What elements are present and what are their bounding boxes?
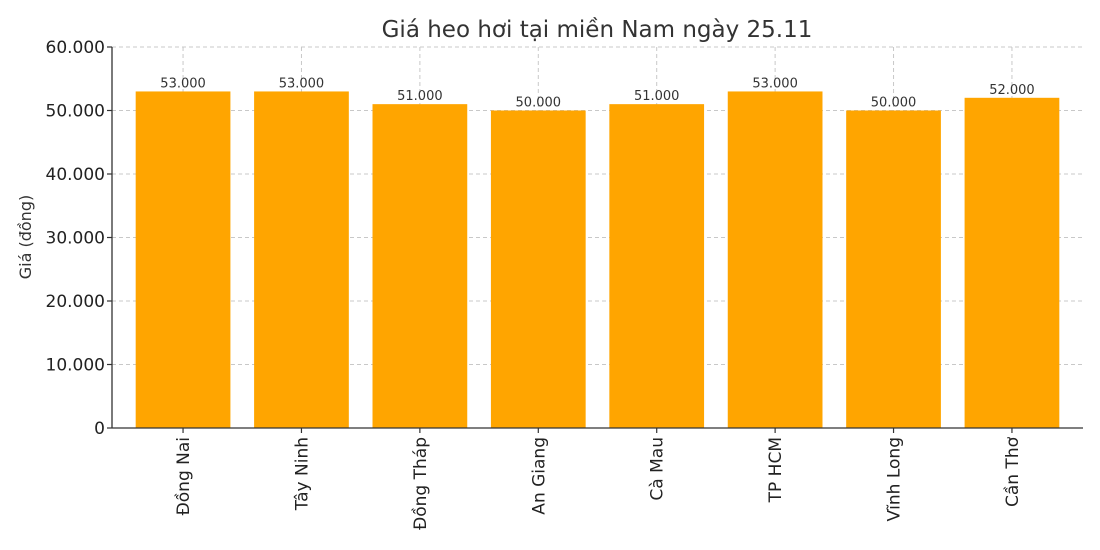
bar-value-label: 52.000 — [989, 83, 1035, 98]
bar — [490, 110, 586, 428]
bar-value-label: 50.000 — [516, 96, 562, 111]
bar-value-label: 51.000 — [634, 89, 680, 104]
bars — [135, 91, 1060, 429]
bar — [846, 110, 941, 428]
x-tick-label: Cà Mau — [648, 437, 668, 501]
bar-value-label: 51.000 — [397, 89, 443, 104]
y-tick-label: 20.000 — [46, 292, 105, 312]
x-tick-label: Đồng Tháp — [410, 437, 431, 530]
bar-value-label: 53.000 — [160, 76, 206, 91]
bar — [964, 97, 1060, 429]
bar-value-label: 53.000 — [752, 76, 798, 91]
x-tick-label: An Giang — [529, 437, 549, 515]
bar — [609, 104, 705, 429]
y-tick-label: 30.000 — [46, 229, 105, 249]
y-tick-label: 10.000 — [46, 356, 105, 376]
x-tick-label: Cần Thơ — [1002, 436, 1023, 507]
data-labels: 53.000 53.000 51.000 50.000 51.000 53.000 50.0… — [160, 76, 1034, 110]
axes — [107, 46, 1083, 433]
tick-labels: 0 10.000 20.000 30.000 40.000 50.000 60.000 Đồn… — [46, 38, 1023, 530]
bar — [372, 104, 468, 429]
y-axis-label: Giá (đồng) — [16, 195, 35, 279]
bar — [254, 91, 349, 428]
bar — [135, 91, 231, 428]
y-tick-label: 0 — [94, 419, 105, 439]
bar-value-label: 53.000 — [279, 76, 325, 91]
x-tick-label: Vĩnh Long — [885, 437, 905, 521]
y-tick-label: 40.000 — [46, 165, 105, 185]
bar — [727, 91, 823, 428]
y-tick-label: 60.000 — [46, 38, 105, 58]
chart-title: Giá heo hơi tại miền Nam ngày 25.11 — [382, 17, 813, 43]
x-tick-label: Tây Ninh — [292, 437, 312, 511]
x-tick-label: Đồng Nai — [173, 437, 194, 515]
x-tick-label: TP HCM — [766, 437, 786, 503]
bar-value-label: 50.000 — [871, 96, 917, 111]
y-tick-label: 50.000 — [46, 102, 105, 122]
